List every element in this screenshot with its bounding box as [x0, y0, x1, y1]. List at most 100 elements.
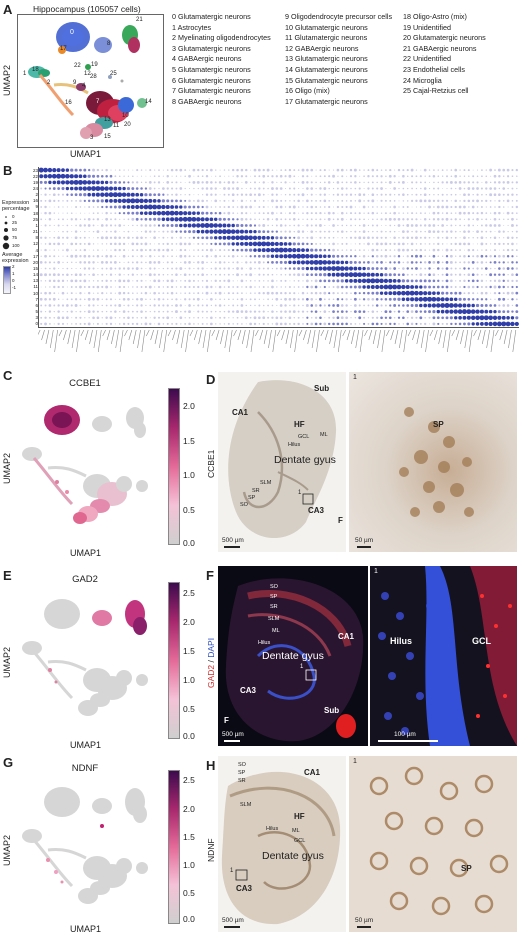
- dotplot-dot: [437, 267, 440, 270]
- dotplot-dot: [61, 291, 65, 295]
- dotplot-dot: [112, 192, 118, 198]
- dotplot-dot: [117, 186, 122, 191]
- dotplot-dot: [261, 248, 266, 253]
- dotplot-dot: [114, 310, 117, 313]
- dotplot-dot: [353, 304, 357, 307]
- dotplot-dot: [183, 242, 187, 246]
- dotplot-dot: [302, 224, 304, 226]
- dotplot-dot: [228, 317, 230, 319]
- dotplot-dot: [415, 322, 418, 325]
- dotplot-dot: [450, 218, 453, 221]
- dotplot-dot: [480, 199, 483, 202]
- dotplot-dot: [257, 260, 261, 264]
- colorbar-ccbe1: [168, 388, 180, 545]
- dotplot-dot: [297, 236, 301, 240]
- dotplot-dot: [145, 298, 147, 301]
- dotplot-dot: [131, 310, 134, 313]
- dotplot-dot: [99, 186, 105, 191]
- dotplot-dot: [131, 217, 135, 221]
- dotplot-dot: [83, 248, 87, 252]
- dotplot-dot: [110, 304, 112, 307]
- dotplot-dot: [92, 310, 95, 313]
- dotplot-dot: [468, 206, 470, 208]
- dotplot-dot: [450, 249, 453, 252]
- dotplot-dot: [227, 211, 231, 215]
- dotplot-dot: [440, 303, 446, 308]
- dotplot-dot: [341, 242, 344, 245]
- dotplot-dot: [236, 193, 239, 196]
- dotplot-dot: [354, 291, 357, 295]
- dotplot-dot: [288, 236, 292, 239]
- dotplot-dot: [83, 254, 87, 258]
- dotplot-dot: [476, 206, 479, 208]
- dotplot-dot: [415, 236, 418, 240]
- dotplot-dot: [441, 212, 444, 214]
- dotplot-dot: [262, 199, 265, 202]
- avg-expr-tick-neg1: -1: [12, 285, 17, 290]
- cluster-label-18: 18: [32, 67, 39, 73]
- dotplot-dot: [118, 169, 121, 171]
- dotplot-dot: [49, 286, 51, 288]
- dotplot-dot: [291, 253, 297, 259]
- dotplot-dot: [298, 212, 300, 214]
- dotplot-dot: [319, 193, 322, 196]
- dotplot-dot: [371, 261, 375, 264]
- dotplot-dot: [179, 242, 183, 246]
- dotplot-dot: [61, 285, 65, 289]
- dotplot-dot: [136, 224, 138, 227]
- dotplot-dot: [135, 267, 139, 270]
- dotplot-dot: [215, 323, 217, 325]
- dotplot-dot: [332, 174, 335, 178]
- dotplot-dot: [466, 309, 472, 315]
- dotplot-dot: [302, 317, 304, 319]
- dotplot-dot: [144, 211, 148, 215]
- dotplot-dot: [376, 175, 379, 178]
- dotplot-dot: [293, 273, 296, 276]
- dotplot-dot: [188, 174, 191, 178]
- dotplot-dot: [376, 200, 378, 202]
- dotplot-dot: [271, 261, 274, 264]
- dotplot-dot: [126, 186, 131, 191]
- dotplot-dot: [135, 204, 140, 210]
- dotplot-dot: [497, 310, 501, 314]
- dotplot-dot: [442, 188, 444, 189]
- dotplot-dot: [302, 323, 304, 325]
- dotplot-dot: [101, 249, 103, 251]
- colorbar-ndnf: [168, 770, 180, 924]
- ihc-ccbe1-inset-cells: [399, 407, 474, 517]
- dotplot-dot: [131, 322, 134, 325]
- dotplot-dot: [136, 231, 138, 233]
- dotplot-dot: [153, 304, 156, 307]
- dotplot-dot: [228, 169, 230, 171]
- dotplot-dot: [153, 310, 156, 313]
- dotplot-dot: [315, 187, 317, 190]
- dotplot-dot: [179, 168, 183, 172]
- cbar-ndnf-tick-4: 0.5: [183, 888, 195, 898]
- dotplot-dot: [219, 310, 221, 313]
- dotplot-dot: [458, 242, 462, 246]
- dotplot-dot: [206, 273, 208, 276]
- dotplot-dot: [301, 180, 305, 184]
- dotplot-dot: [226, 235, 231, 240]
- dotplot-dot: [285, 212, 287, 214]
- dotplot-dot: [333, 206, 335, 208]
- dotplot-dot: [227, 205, 230, 209]
- dotplot-dot: [306, 273, 309, 277]
- dotplot-dot: [476, 298, 479, 301]
- dotplot-dot: [258, 273, 261, 276]
- dotplot-dot: [227, 187, 231, 190]
- dotplot-dot: [328, 187, 330, 190]
- dotplot-dot: [96, 206, 99, 208]
- gene-label-mark: [89, 329, 93, 345]
- dotplot-dot: [58, 292, 60, 294]
- dotplot-dot: [301, 266, 305, 271]
- dotplot-dot: [223, 212, 226, 215]
- dotplot-dot: [459, 237, 461, 239]
- dotplot-dot: [249, 298, 252, 301]
- cluster-legend-item: 0 Glutamatergic neurons: [172, 12, 251, 21]
- dotplot-dot: [459, 279, 462, 282]
- dotplot-dot: [196, 297, 200, 301]
- dotplot-dot: [118, 236, 121, 240]
- dotplot-dot: [379, 278, 384, 284]
- dotplot-dot: [345, 205, 348, 209]
